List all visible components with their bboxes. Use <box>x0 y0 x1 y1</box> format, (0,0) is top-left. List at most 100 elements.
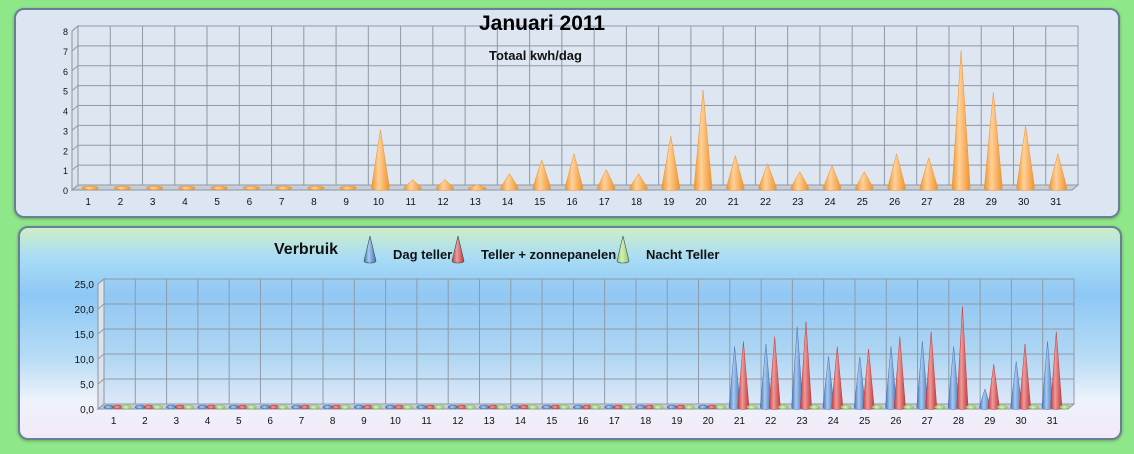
gridline-side <box>97 278 105 285</box>
x-tick-label: 1 <box>111 416 117 427</box>
bar-cone <box>1048 152 1068 191</box>
bar-cone <box>403 179 422 191</box>
y-tick-label: 10,0 <box>75 355 95 366</box>
x-tick-label: 7 <box>299 416 305 427</box>
x-tick-label: 14 <box>515 416 527 427</box>
gridline-side <box>71 45 79 52</box>
x-tick-label: 3 <box>150 197 156 208</box>
gridline-side <box>71 124 79 131</box>
bar-zero <box>402 404 414 410</box>
bar-zero <box>210 185 228 191</box>
x-tick-label: 8 <box>311 197 317 208</box>
bar-cone <box>822 164 842 191</box>
bar-zero <box>275 185 293 191</box>
x-tick-label: 5 <box>236 416 242 427</box>
x-tick-label: 16 <box>577 416 589 427</box>
x-tick-label: 18 <box>640 416 652 427</box>
gridline-side <box>71 164 79 171</box>
x-tick-label: 27 <box>921 197 933 208</box>
x-tick-label: 5 <box>214 197 220 208</box>
chart-title: Januari 2011 <box>479 12 606 35</box>
x-tick-label: 6 <box>247 197 253 208</box>
x-tick-label: 14 <box>502 197 514 208</box>
bar-zero <box>903 404 914 410</box>
bar-zero <box>934 404 946 410</box>
bar-cone <box>371 129 390 191</box>
gridline-side <box>97 378 105 385</box>
gridline-side <box>71 144 79 151</box>
plot-back-wall <box>103 278 1075 405</box>
x-tick-label: 24 <box>825 197 837 208</box>
y-tick-label: 2 <box>63 146 68 156</box>
x-tick-label: 1 <box>85 197 91 208</box>
consumption-chart-panel: 0,0 5,0 10,0 15,0 20,0 25,0 1 2 3 4 5 6 7 8 9 10 11 12 13 1… <box>18 226 1122 440</box>
x-tick-label: 29 <box>986 197 998 208</box>
y-tick-label: 1 <box>63 166 68 176</box>
legend-swatch <box>616 235 630 264</box>
bar-zero <box>621 404 633 410</box>
bar-zero <box>715 404 727 410</box>
x-tick-label: 2 <box>118 197 124 208</box>
bar-zero <box>113 185 131 191</box>
bar-cone <box>951 50 971 191</box>
y-tick-label: 25,0 <box>75 280 95 291</box>
bar-zero <box>433 404 445 410</box>
x-tick-label: 25 <box>859 416 871 427</box>
legend-swatch <box>363 235 377 264</box>
gridline-side <box>71 184 79 191</box>
bar-zero <box>465 404 476 410</box>
bar-zero <box>684 404 695 410</box>
x-tick-label: 2 <box>142 416 148 427</box>
y-tick-label: 0 <box>63 186 68 196</box>
x-tick-label: 28 <box>954 197 966 208</box>
legend-label-nacht-teller: Nacht Teller <box>646 247 720 262</box>
chart-title: Verbruik <box>274 241 339 258</box>
bar-zero <box>840 404 852 410</box>
y-tick-label: 7 <box>63 47 68 57</box>
bar-cone <box>661 135 681 191</box>
gridline-side <box>71 105 79 111</box>
plot-side-wall <box>97 277 105 411</box>
bar-zero <box>1059 404 1071 410</box>
consumption-chart: 0,05,010,015,020,025,01 2 3 4 5 6 7 8 9 10 11 12 13 1… <box>75 235 1076 427</box>
bar-zero <box>1028 404 1040 410</box>
gridline-side <box>97 303 105 310</box>
x-tick-label: 29 <box>984 416 996 427</box>
x-tick-label: 21 <box>734 416 746 427</box>
legend-label-dag-teller: Dag teller <box>393 247 453 262</box>
x-tick-label: 20 <box>695 197 707 208</box>
y-tick-label: 8 <box>63 27 68 37</box>
bar-zero <box>997 404 1008 410</box>
legend-swatch <box>451 235 465 264</box>
x-tick-label: 12 <box>452 416 464 427</box>
bar-zero <box>308 404 320 410</box>
x-tick-label: 7 <box>279 197 285 208</box>
x-tick-label: 19 <box>671 416 683 427</box>
gridline-side <box>97 328 105 335</box>
y-tick-label: 5 <box>63 87 68 97</box>
x-tick-label: 26 <box>890 416 902 427</box>
bar-zero <box>340 404 351 410</box>
x-tick-label: 16 <box>566 197 578 208</box>
bar-zero <box>214 404 226 410</box>
y-tick-label: 3 <box>63 126 68 136</box>
bar-cone <box>693 90 713 191</box>
bar-cone <box>467 184 487 191</box>
y-tick-label: 20,0 <box>75 305 95 316</box>
gridline-side <box>97 403 105 410</box>
x-tick-label: 21 <box>728 197 740 208</box>
x-tick-label: 10 <box>373 197 385 208</box>
bar-zero <box>809 404 821 410</box>
bar-cone <box>984 92 1003 191</box>
x-tick-label: 13 <box>484 416 496 427</box>
bar-zero <box>242 185 260 191</box>
x-tick-label: 11 <box>421 416 432 427</box>
daily-total-chart-panel: 0 1 2 3 4 5 6 7 8 1 2 3 4 5 6 7 8 9 10 11 12 13 14 15 16 17 18 19 20… <box>14 8 1120 218</box>
gridline-side <box>71 65 79 72</box>
x-tick-label: 15 <box>546 416 558 427</box>
x-tick-label: 17 <box>599 197 611 208</box>
x-tick-label: 23 <box>796 416 808 427</box>
bar-cone <box>596 169 616 191</box>
y-tick-label: 6 <box>63 67 68 77</box>
x-tick-label: 31 <box>1047 416 1059 427</box>
